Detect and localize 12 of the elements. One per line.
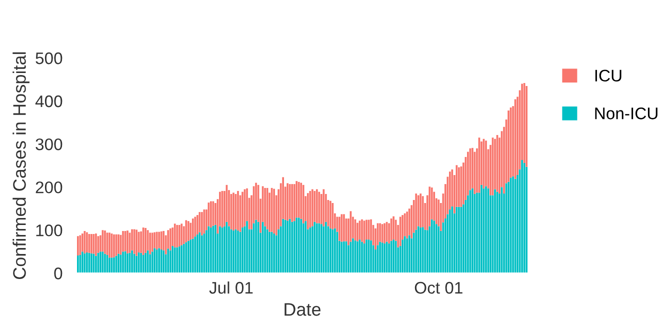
y-tick-label: 300: [36, 138, 62, 150]
y-tick-label: 500: [36, 52, 62, 64]
y-tick-label: 400: [35, 95, 62, 108]
x-axis-title: Date: [284, 303, 321, 316]
y-tick-label: 200: [36, 181, 62, 194]
legend-label: Non-ICU: [595, 108, 658, 120]
y-tick-label: 0: [54, 268, 62, 280]
y-axis-title: Confirmed Cases in Hospital: [12, 52, 30, 280]
x-tick-label: Jul 01: [209, 281, 253, 294]
legend-label: ICU: [595, 70, 622, 82]
x-tick-label: Oct 01: [414, 282, 462, 294]
y-tick-label: 100: [36, 224, 62, 236]
